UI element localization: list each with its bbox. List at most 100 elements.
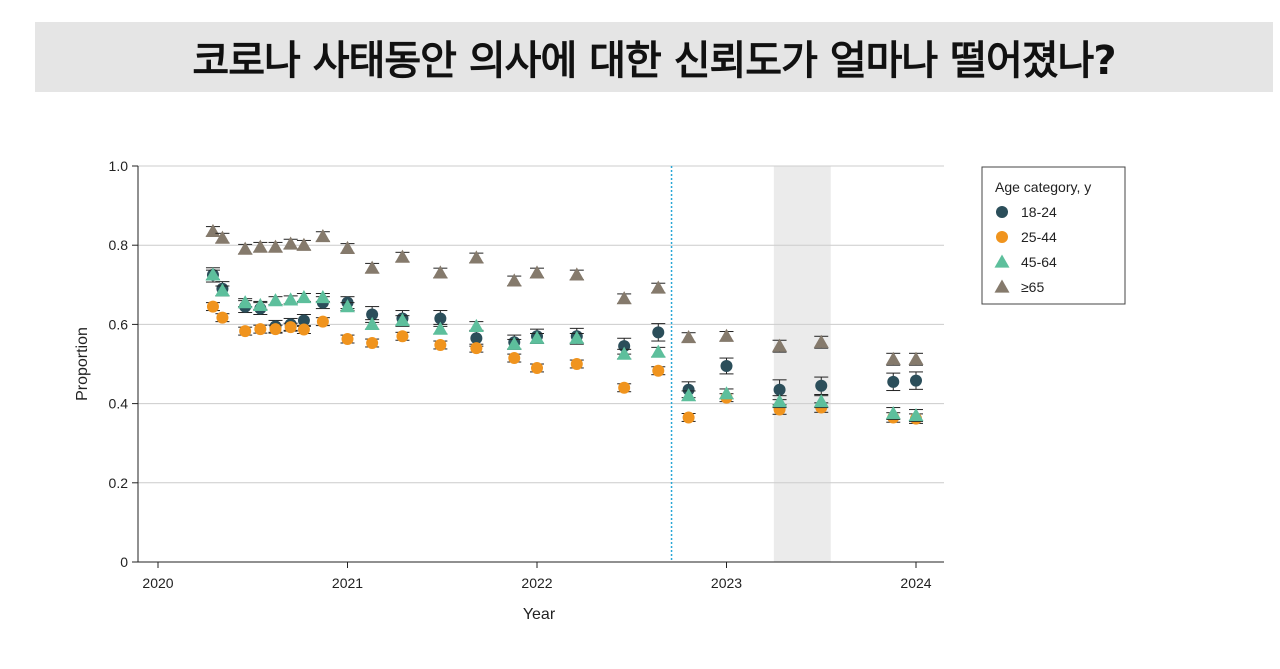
data-point-≥65 <box>252 239 268 253</box>
legend-marker-18-24 <box>996 206 1008 218</box>
chart-title: 코로나 사태동안 의사에 대한 신뢰도가 얼마나 떨어졌나? <box>192 38 1116 84</box>
gridlines <box>138 165 944 484</box>
x-tick-label: 2020 <box>142 575 173 591</box>
data-point-45-64 <box>616 346 632 360</box>
data-point-≥65 <box>267 239 283 253</box>
data-point-45-64 <box>237 295 253 309</box>
data-point-45-64 <box>315 289 331 304</box>
y-tick-label: 0.8 <box>109 237 129 253</box>
data-point-25-44 <box>396 330 409 343</box>
x-tick-label: 2021 <box>332 575 363 591</box>
legend-label: 45-64 <box>1021 254 1057 270</box>
x-tick-label: 2023 <box>711 575 742 591</box>
data-point-18-24 <box>773 383 786 396</box>
data-point-45-64 <box>468 318 484 333</box>
data-point-≥65 <box>650 280 666 294</box>
data-point-25-44 <box>652 364 665 377</box>
data-point-25-44 <box>508 352 521 365</box>
data-point-25-44 <box>434 338 447 351</box>
data-point-≥65 <box>529 265 545 279</box>
axes: 0 0.2 0.4 0.6 0.8 1.0 2020 2021 2022 2023 2024 Year… <box>74 158 944 623</box>
data-point-25-44 <box>316 315 329 328</box>
legend-label: 25-44 <box>1021 229 1057 245</box>
data-point-18-24 <box>720 359 733 372</box>
data-point-≥65 <box>772 338 788 352</box>
data-point-25-44 <box>531 361 543 374</box>
data-point-18-24 <box>652 326 665 339</box>
data-point-45-64 <box>205 267 221 281</box>
series-25-44 <box>205 300 923 425</box>
data-point-25-44 <box>341 333 354 346</box>
data-point-25-44 <box>239 325 252 338</box>
y-tick-label: 0.6 <box>109 316 129 332</box>
data-point-25-44 <box>682 411 695 424</box>
legend-marker-≥65 <box>994 279 1010 293</box>
data-point-18-24 <box>815 379 828 392</box>
legend-label: 18-24 <box>1021 204 1057 220</box>
data-point-25-44 <box>470 342 483 355</box>
data-point-≥65 <box>468 250 484 264</box>
data-point-25-44 <box>216 311 229 324</box>
data-point-25-44 <box>618 381 631 394</box>
data-point-45-64 <box>214 283 230 297</box>
legend-label: ≥65 <box>1021 279 1044 295</box>
data-point-45-64 <box>772 394 788 408</box>
data-point-45-64 <box>267 293 283 307</box>
y-tick-label: 1.0 <box>109 158 129 174</box>
data-point-45-64 <box>650 344 666 358</box>
data-point-25-44 <box>570 358 583 370</box>
x-axis-title: Year <box>523 606 556 623</box>
series-≥65 <box>205 223 924 366</box>
data-point-18-24 <box>434 312 447 325</box>
title-banner: 코로나 사태동안 의사에 대한 신뢰도가 얼마나 떨어졌나? <box>35 22 1273 92</box>
y-tick-label: 0 <box>120 554 128 570</box>
data-point-45-64 <box>283 292 299 306</box>
data-point-45-64 <box>432 321 448 335</box>
data-point-25-44 <box>366 337 379 350</box>
data-point-45-64 <box>364 316 380 331</box>
y-axis-title: Proportion <box>74 327 91 401</box>
data-point-18-24 <box>887 375 900 388</box>
data-point-45-64 <box>252 297 268 312</box>
data-point-≥65 <box>205 223 221 237</box>
data-point-45-64 <box>885 406 901 420</box>
legend-marker-45-64 <box>994 254 1010 268</box>
data-point-18-24 <box>366 308 379 321</box>
data-point-18-24 <box>910 374 922 387</box>
x-tick-label: 2022 <box>521 575 552 591</box>
data-point-≥65 <box>296 237 312 251</box>
data-point-≥65 <box>813 334 829 348</box>
data-point-≥65 <box>432 265 448 279</box>
data-point-25-44 <box>284 321 297 334</box>
data-points <box>205 223 924 425</box>
data-point-≥65 <box>237 241 253 255</box>
y-tick-label: 0.4 <box>109 396 129 412</box>
data-point-≥65 <box>569 267 585 281</box>
data-point-≥65 <box>616 291 632 305</box>
data-point-≥65 <box>283 236 299 250</box>
data-point-45-64 <box>296 289 312 304</box>
data-point-≥65 <box>214 230 230 244</box>
data-point-≥65 <box>506 273 522 287</box>
data-point-25-44 <box>206 300 219 313</box>
data-point-≥65 <box>315 228 331 243</box>
data-point-≥65 <box>681 329 697 344</box>
y-tick-label: 0.2 <box>109 475 129 491</box>
data-point-≥65 <box>719 328 734 342</box>
data-point-18-24 <box>470 332 483 345</box>
data-point-25-44 <box>254 323 267 336</box>
data-point-45-64 <box>813 394 829 408</box>
x-tick-label: 2024 <box>900 575 931 591</box>
legend-marker-25-44 <box>996 231 1008 243</box>
data-point-≥65 <box>885 351 901 365</box>
legend: Age category, y 18-24 25-44 45-64 ≥65 <box>981 166 1126 305</box>
data-point-45-64 <box>719 386 734 400</box>
data-point-≥65 <box>908 351 924 365</box>
data-point-45-64 <box>529 330 545 344</box>
data-point-≥65 <box>340 240 355 254</box>
shaded-region-layer <box>773 166 831 562</box>
data-point-≥65 <box>364 260 380 274</box>
shaded-period <box>773 166 831 562</box>
data-point-45-64 <box>908 407 924 422</box>
